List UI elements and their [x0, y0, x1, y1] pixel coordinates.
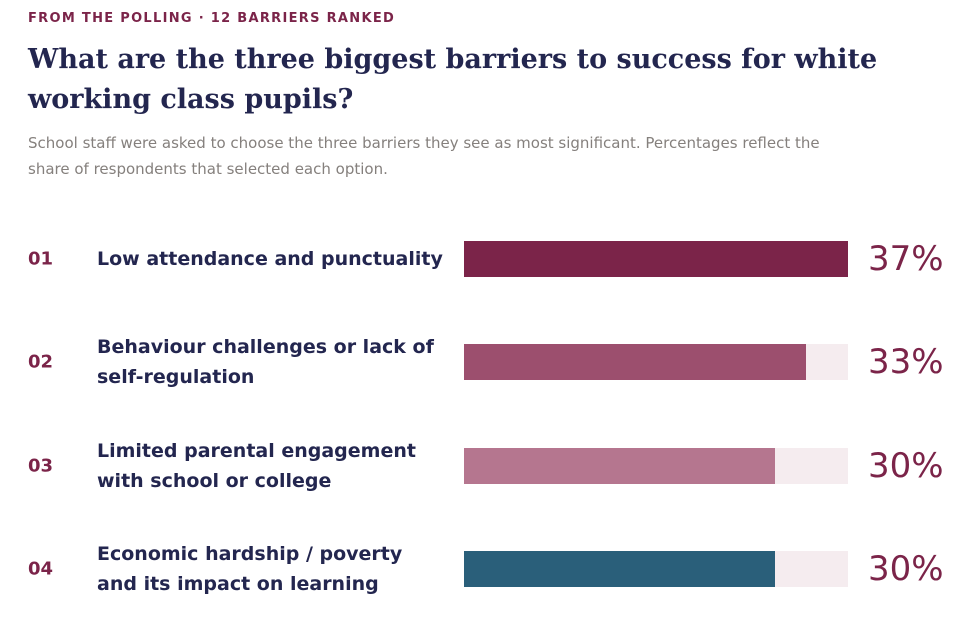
rank: 03 — [28, 455, 54, 477]
rank: 02 — [28, 351, 54, 373]
chart-title: What are the three biggest barriers to s… — [28, 44, 878, 115]
value-label: 33% — [868, 342, 944, 382]
category-label: Economic hardship / poverty and its impa… — [97, 543, 403, 595]
kicker: FROM THE POLLING · 12 BARRIERS RANKED — [28, 11, 396, 26]
bar — [464, 448, 776, 484]
rank: 01 — [28, 248, 54, 270]
category-label: Low attendance and punctuality — [97, 248, 443, 270]
subtitle: School staff were asked to choose the th… — [28, 134, 820, 178]
bar-track — [464, 448, 848, 484]
bar — [464, 551, 776, 587]
bar-track — [464, 344, 848, 380]
category-label: Behaviour challenges or lack of self-reg… — [97, 336, 434, 388]
value-label: 30% — [868, 446, 944, 486]
bar-track — [464, 551, 848, 587]
category-label: Limited parental engagement with school … — [97, 440, 416, 492]
rank: 04 — [28, 558, 54, 580]
value-label: 30% — [868, 549, 944, 589]
bar-track — [464, 241, 848, 277]
bar — [464, 241, 848, 277]
bar — [464, 344, 807, 380]
value-label: 37% — [868, 239, 944, 279]
